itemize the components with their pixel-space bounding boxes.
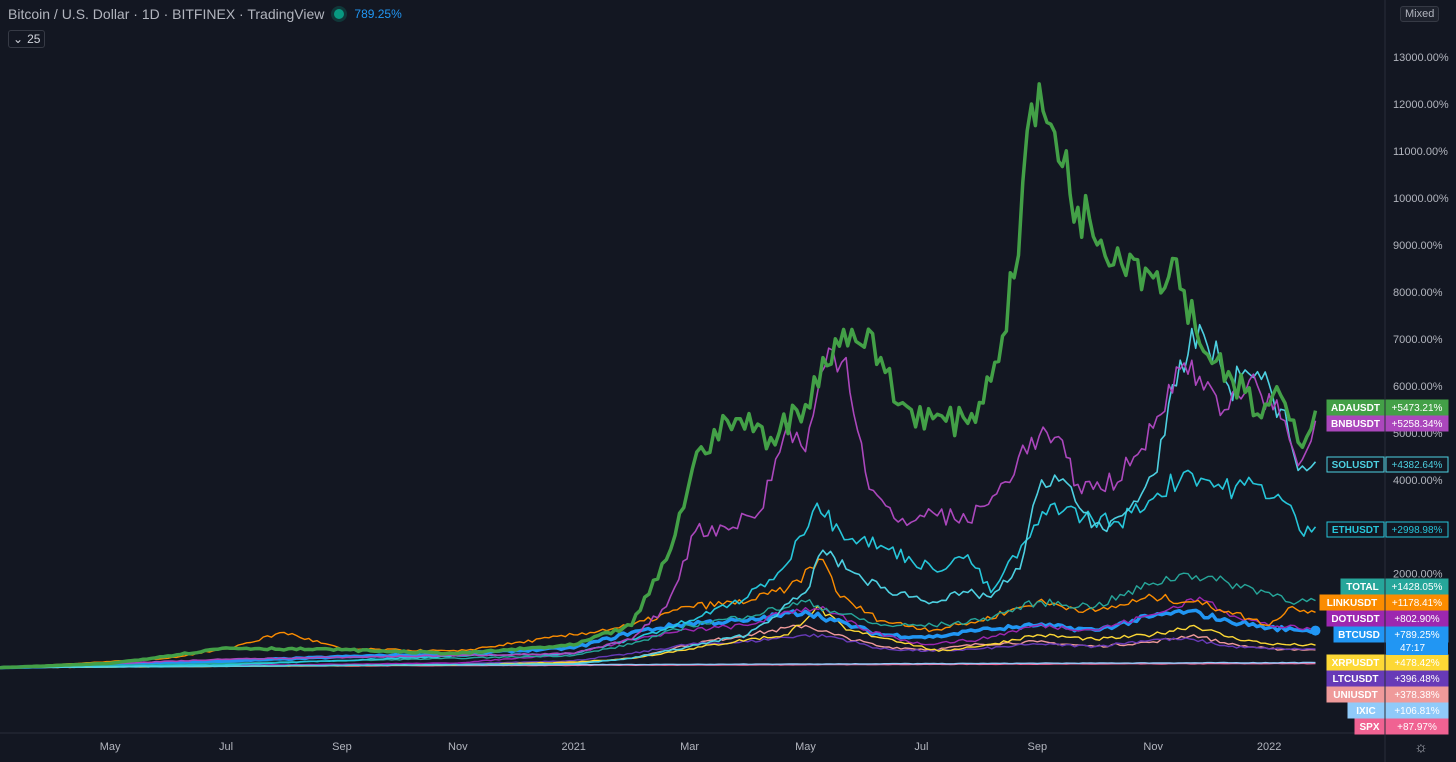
status-dot-icon: [334, 9, 345, 19]
legend-name-total: TOTAL: [1346, 582, 1378, 593]
y-tick-label: 10000.00%: [1393, 193, 1449, 205]
legend-value-tag: [1385, 702, 1449, 719]
btcusd-countdown: 47:17: [1400, 643, 1425, 654]
x-tick-label: May: [100, 741, 121, 753]
legend-value-bnbusdt: +5258.34%: [1392, 419, 1443, 430]
series-line-total: [0, 572, 1316, 669]
legend-name-dotusdt: DOTUSDT: [1331, 614, 1379, 625]
legend-name-spx: SPX: [1359, 722, 1379, 733]
legend-value-total: +1428.05%: [1392, 582, 1443, 593]
chart-current-value: 789.25%: [354, 7, 402, 21]
interval-button[interactable]: ⌄ 25: [8, 30, 46, 48]
interval-label: 25: [27, 32, 41, 46]
y-tick-label: 2000.00%: [1393, 569, 1443, 581]
x-tick-label: Sep: [1028, 741, 1048, 753]
legend-name-tag: [1326, 654, 1385, 671]
legend-name-adausdt: ADAUSDT: [1331, 403, 1380, 414]
legend-value-ltcusdt: +396.48%: [1394, 674, 1439, 685]
chevron-down-icon: ⌄: [13, 32, 24, 46]
legend-name-uniusdt: UNIUSDT: [1333, 690, 1377, 701]
legend-name-tag: [1340, 578, 1385, 595]
legend-value-dotusdt: +802.90%: [1394, 614, 1439, 625]
legend-value-ethusdt: +2998.98%: [1392, 525, 1443, 536]
chart-title: Bitcoin / U.S. Dollar · 1D · BITFINEX · …: [8, 6, 325, 22]
series-line-adausdt: [0, 82, 1318, 670]
legend-value-tag: [1385, 718, 1449, 735]
y-tick-label: 4000.00%: [1393, 475, 1443, 487]
legend-value-linkusdt: +1178.41%: [1392, 598, 1442, 609]
legend-name-tag: [1326, 456, 1385, 473]
x-tick-label: May: [795, 741, 816, 753]
legend-name-bnbusdt: BNBUSDT: [1331, 419, 1380, 430]
scale-mode-button[interactable]: Mixed: [1400, 6, 1440, 22]
legend-name-tag: [1326, 399, 1385, 416]
y-tick-label: 12000.00%: [1393, 99, 1449, 111]
legend-value-tag: [1385, 686, 1449, 703]
x-tick-label: Nov: [448, 741, 468, 753]
legend-value-btcusd: +789.25%: [1394, 630, 1439, 641]
legend-name-tag: [1354, 718, 1385, 735]
legend-name-tag: [1326, 670, 1385, 687]
x-tick-label: Jul: [914, 741, 928, 753]
legend-value-tag: [1385, 578, 1449, 595]
y-tick-label: 11000.00%: [1393, 146, 1448, 158]
legend-value-spx: +87.97%: [1397, 722, 1437, 733]
x-tick-label: Sep: [332, 741, 352, 753]
x-tick-label: Nov: [1143, 741, 1163, 753]
legend-name-tag: [1326, 610, 1385, 627]
legend-value-solusdt: +4382.64%: [1392, 460, 1443, 471]
btcusd-last-point: [1310, 625, 1321, 636]
legend-value-adausdt: +5473.21%: [1392, 403, 1443, 414]
legend-name-ixic: IXIC: [1356, 706, 1375, 717]
settings-icon[interactable]: ☼: [1414, 739, 1428, 756]
legend-value-tag: [1385, 415, 1449, 432]
legend-value-tag: [1385, 670, 1449, 687]
y-tick-label: 7000.00%: [1393, 334, 1443, 346]
legend-value-xrpusdt: +478.42%: [1394, 658, 1439, 669]
series-line-bnbusdt: [0, 347, 1317, 669]
legend-value-tag: [1385, 399, 1449, 416]
y-tick-label: 9000.00%: [1393, 240, 1443, 252]
legend-name-tag: [1326, 415, 1385, 432]
legend-name-tag: [1333, 626, 1385, 643]
legend-value-tag: [1385, 610, 1449, 627]
legend-value-tag: [1385, 456, 1449, 473]
chart-title-bar: Bitcoin / U.S. Dollar · 1D · BITFINEX · …: [8, 6, 402, 22]
legend-value-tag: [1385, 521, 1449, 538]
x-tick-label: Mar: [680, 741, 699, 753]
legend-name-btcusd: BTCUSD: [1338, 630, 1380, 641]
legend-value-tag: [1385, 594, 1449, 611]
y-tick-label: 8000.00%: [1393, 287, 1443, 299]
x-tick-label: Jul: [219, 741, 233, 753]
btcusd-countdown-tag: [1386, 640, 1448, 655]
legend-name-ethusdt: ETHUSDT: [1332, 525, 1379, 536]
legend-name-xrpusdt: XRPUSDT: [1332, 658, 1380, 669]
legend-value-uniusdt: +378.38%: [1394, 690, 1439, 701]
series-line-solusdt: [0, 323, 1317, 669]
legend-name-tag: [1347, 702, 1385, 719]
legend-name-ltcusdt: LTCUSDT: [1333, 674, 1379, 685]
legend-name-tag: [1326, 686, 1385, 703]
series-line-xrpusdt: [0, 605, 1316, 669]
legend-name-solusdt: SOLUSDT: [1332, 460, 1380, 471]
x-tick-label: 2022: [1257, 741, 1281, 753]
y-tick-label: 6000.00%: [1393, 381, 1443, 393]
series-line-ethusdt: [0, 469, 1317, 669]
x-tick-label: 2021: [561, 741, 585, 753]
legend-value-ixic: +106.81%: [1394, 706, 1439, 717]
legend-name-tag: [1326, 521, 1385, 538]
y-tick-label: 13000.00%: [1393, 52, 1449, 64]
legend-name-linkusdt: LINKUSDT: [1327, 598, 1378, 609]
legend-name-tag: [1319, 594, 1385, 611]
